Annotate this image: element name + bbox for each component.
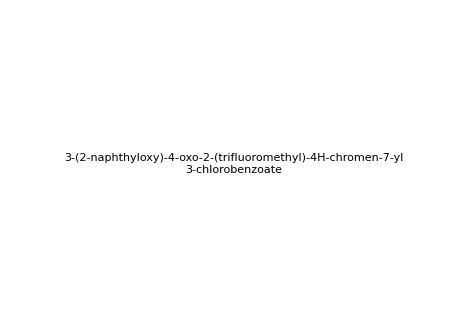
Text: 3-(2-naphthyloxy)-4-oxo-2-(trifluoromethyl)-4H-chromen-7-yl
3-chlorobenzoate: 3-(2-naphthyloxy)-4-oxo-2-(trifluorometh… xyxy=(64,153,404,175)
